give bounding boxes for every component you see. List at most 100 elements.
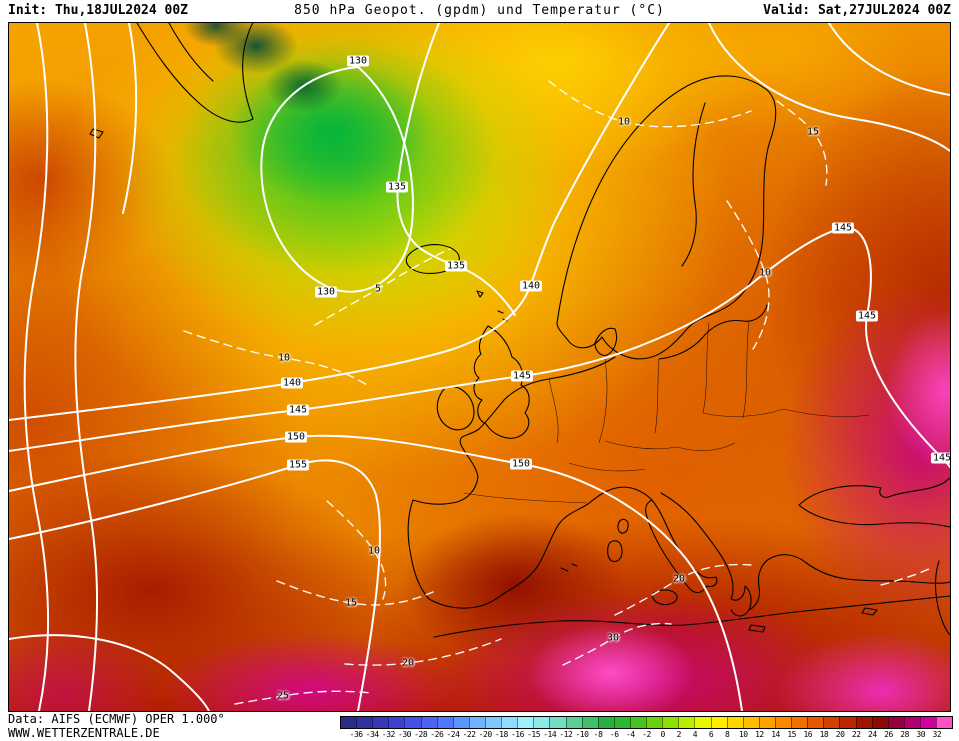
legend-color-segment bbox=[742, 717, 759, 728]
website-label: WWW.WETTERZENTRALE.DE bbox=[8, 726, 160, 740]
legend-color-segment bbox=[484, 717, 502, 728]
legend-color-segment bbox=[388, 717, 405, 728]
legend-tick-label: 16 bbox=[803, 730, 813, 739]
legend-tick-label: -6 bbox=[609, 730, 619, 739]
map-graphics bbox=[9, 23, 950, 711]
legend-color-segment bbox=[517, 717, 534, 728]
legend-color-segment bbox=[341, 717, 357, 728]
legend-color-segment bbox=[903, 717, 920, 728]
legend-color-segment bbox=[581, 717, 598, 728]
legend-tick-label: -14 bbox=[543, 730, 557, 739]
temperature-contours-layer bbox=[183, 80, 934, 705]
valid-time-label: Valid: Sat,27JUL2024 00Z bbox=[763, 3, 951, 18]
data-source-label: Data: AIFS (ECMWF) OPER 1.000° bbox=[8, 712, 225, 726]
legend-color-segment bbox=[726, 717, 743, 728]
temperature-contour-label: 5 bbox=[374, 283, 382, 295]
geopotential-contour-label: 130 bbox=[314, 286, 338, 298]
legend-color-segment bbox=[533, 717, 550, 728]
geopotential-contour-label: 155 bbox=[286, 459, 310, 471]
legend-tick-label: 14 bbox=[771, 730, 780, 739]
legend-color-segment bbox=[404, 717, 421, 728]
legend-tick-label: -36 bbox=[349, 730, 363, 739]
header-bar: Init: Thu,18JUL2024 00Z 850 hPa Geopot. … bbox=[0, 0, 959, 22]
legend-color-segment bbox=[597, 717, 614, 728]
legend-tick-label: -32 bbox=[381, 730, 395, 739]
legend-tick-label: 32 bbox=[932, 730, 942, 739]
geopotential-contour-label: 130 bbox=[346, 55, 370, 67]
legend-color-segment bbox=[694, 717, 711, 728]
geopotential-contour-label: 145 bbox=[831, 222, 855, 234]
weather-map: 130 135 135 130 140 140 145 145 150 150 155 145 145 1… bbox=[8, 22, 951, 712]
legend-bar bbox=[340, 716, 953, 729]
geopotential-contour-label: 145 bbox=[930, 452, 950, 464]
chart-title: 850 hPa Geopot. (gpdm) und Temperatur (°… bbox=[294, 3, 665, 18]
legend-color-segment bbox=[468, 717, 485, 728]
temperature-contour-label: 15 bbox=[806, 126, 820, 138]
legend-color-segment bbox=[887, 717, 904, 728]
legend-tick-label: -30 bbox=[398, 730, 411, 739]
legend-color-segment bbox=[758, 717, 775, 728]
legend-color-segment bbox=[501, 717, 518, 728]
legend-tick-label: -8 bbox=[593, 730, 603, 739]
temperature-contour-label: 25 bbox=[276, 690, 290, 702]
legend-color-segment bbox=[372, 717, 389, 728]
legend-tick-label: 18 bbox=[819, 730, 829, 739]
legend-color-segment bbox=[791, 717, 808, 728]
legend-color-segment bbox=[356, 717, 373, 728]
legend-color-segment bbox=[565, 717, 582, 728]
legend-tick-label: -15 bbox=[527, 730, 541, 739]
legend-tick-label: -34 bbox=[365, 730, 379, 739]
legend-color-segment bbox=[855, 717, 872, 728]
temperature-contour-label: 20 bbox=[401, 657, 415, 669]
legend-tick-label: 28 bbox=[900, 730, 909, 739]
legend-tick-label: -12 bbox=[559, 730, 573, 739]
geopotential-contour-label: 135 bbox=[444, 260, 468, 272]
geopotential-contours-layer bbox=[9, 23, 950, 711]
temperature-contour-label: 10 bbox=[367, 545, 381, 557]
legend-color-segment bbox=[839, 717, 856, 728]
geopotential-contour-label: 140 bbox=[280, 377, 304, 389]
legend-tick-label: -16 bbox=[510, 730, 524, 739]
legend-color-segment bbox=[436, 717, 453, 728]
temperature-contour-label: 10 bbox=[758, 267, 772, 279]
legend-color-segment bbox=[420, 717, 437, 728]
legend-color-segment bbox=[774, 717, 792, 728]
legend-tick-label: 12 bbox=[755, 730, 764, 739]
legend-tick-label: -26 bbox=[430, 730, 444, 739]
coastlines-layer bbox=[89, 23, 950, 638]
geopotential-contour-label: 150 bbox=[509, 458, 533, 470]
geopotential-contour-label: 145 bbox=[855, 310, 879, 322]
temperature-contour-label: 15 bbox=[344, 597, 358, 609]
legend-tick-label: 8 bbox=[724, 730, 730, 739]
legend-tick-label: -28 bbox=[414, 730, 428, 739]
legend-color-segment bbox=[807, 717, 824, 728]
init-time-label: Init: Thu,18JUL2024 00Z bbox=[8, 3, 189, 18]
legend-tick-label: -2 bbox=[642, 730, 651, 739]
geopotential-contour-label: 135 bbox=[385, 181, 409, 193]
temperature-contour-label: 30 bbox=[606, 632, 620, 644]
legend-tick-label: 0 bbox=[660, 730, 665, 739]
legend-tick-label: -20 bbox=[478, 730, 492, 739]
geopotential-contour-label: 150 bbox=[284, 431, 308, 443]
legend-tick-label: -4 bbox=[626, 730, 635, 739]
country-borders-layer bbox=[463, 320, 870, 504]
legend-tick-label: 26 bbox=[884, 730, 893, 739]
legend-color-segment bbox=[613, 717, 630, 728]
legend-tick-label: 15 bbox=[787, 730, 796, 739]
temperature-contour-label: 20 bbox=[672, 573, 686, 585]
legend-tick-label: 22 bbox=[851, 730, 861, 739]
legend-tick-label: -24 bbox=[446, 730, 460, 739]
legend-tick-label: 6 bbox=[708, 730, 714, 739]
legend-color-segment bbox=[936, 717, 953, 728]
geopotential-contour-label: 145 bbox=[510, 370, 534, 382]
legend-tick-label: 2 bbox=[676, 730, 682, 739]
legend-color-segment bbox=[678, 717, 695, 728]
legend-color-segment bbox=[919, 717, 937, 728]
legend-tick-label: -18 bbox=[494, 730, 508, 739]
legend-tick-label: 30 bbox=[916, 730, 926, 739]
legend-color-segment bbox=[871, 717, 888, 728]
geopotential-contour-label: 145 bbox=[286, 404, 310, 416]
temperature-contour-label: 10 bbox=[277, 352, 291, 364]
legend-color-segment bbox=[629, 717, 647, 728]
